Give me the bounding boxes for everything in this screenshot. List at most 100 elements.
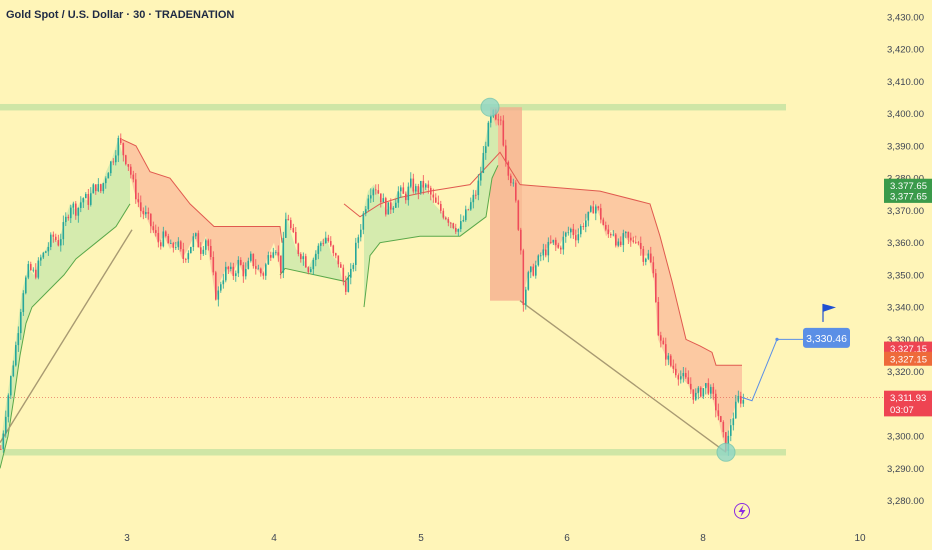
price-label-box (884, 390, 932, 405)
candle (47, 247, 50, 252)
candle (177, 241, 180, 248)
candle (342, 267, 345, 282)
supply-zone (0, 103, 786, 111)
y-tick-label: 3,330.00 (887, 335, 924, 346)
y-tick-label: 3,360.00 (887, 238, 924, 249)
candle (57, 240, 60, 246)
y-tick-label: 3,280.00 (887, 496, 924, 507)
candle (332, 245, 335, 254)
candle (222, 280, 225, 285)
candle (312, 259, 315, 270)
candle (155, 230, 157, 233)
candle (265, 264, 267, 276)
downtrend-line-3 (519, 184, 742, 366)
candle (737, 395, 740, 402)
candle (35, 269, 37, 278)
candle (655, 273, 657, 302)
candle (275, 252, 277, 254)
trend-line-2 (519, 300, 727, 453)
candle (405, 193, 407, 201)
projection-path (741, 338, 806, 402)
candle (695, 392, 697, 400)
candle (562, 236, 565, 250)
candle (612, 234, 615, 236)
candle (485, 146, 487, 153)
candle (317, 245, 320, 254)
candle (362, 213, 365, 230)
candle (432, 194, 435, 198)
candle (17, 333, 20, 346)
candle (627, 231, 630, 238)
candle (117, 137, 120, 156)
candle (702, 388, 705, 397)
price-label: 3,377.65 (890, 191, 927, 202)
demand-zone (0, 449, 786, 456)
candle (0, 449, 2, 450)
downtrend-line-1 (121, 138, 283, 243)
candle (440, 204, 442, 211)
candle (360, 229, 362, 238)
price-label-box (884, 351, 932, 366)
candle (690, 383, 692, 390)
candle (472, 194, 475, 203)
candle (102, 183, 105, 192)
candle (125, 155, 127, 165)
candle (217, 290, 220, 300)
target-label: 3,330.46 (806, 333, 847, 345)
candle (660, 335, 662, 341)
candle (132, 174, 135, 180)
candle (460, 221, 462, 230)
y-tick-label: 3,320.00 (887, 367, 924, 378)
candle (625, 231, 627, 234)
candle (105, 178, 107, 184)
target-label-box (803, 327, 850, 348)
candle (365, 209, 367, 214)
candle (270, 255, 272, 258)
candle (642, 248, 645, 262)
candle (630, 237, 632, 241)
candle (697, 387, 700, 393)
candle (730, 425, 732, 436)
candle (192, 236, 195, 247)
candle (742, 400, 745, 404)
candle (272, 252, 275, 258)
lightning-icon (738, 505, 746, 517)
candle (130, 166, 132, 175)
candle (240, 259, 242, 265)
candle (95, 184, 97, 192)
candle (135, 179, 137, 200)
candle (137, 199, 140, 203)
candle (22, 293, 25, 313)
candle (417, 186, 420, 193)
candle (532, 266, 535, 276)
candle (465, 209, 467, 221)
candle (205, 240, 207, 250)
candle (70, 207, 72, 219)
candle (617, 241, 620, 246)
candle (615, 234, 617, 246)
candle (247, 260, 250, 269)
candle (510, 175, 512, 184)
candle (662, 340, 665, 345)
price-label: 3,377.65 (890, 181, 927, 192)
candle (252, 253, 255, 267)
candle (610, 234, 612, 236)
candle (310, 269, 312, 272)
candle (520, 229, 522, 251)
candle (592, 206, 595, 214)
candle (147, 212, 150, 214)
candle (585, 220, 587, 227)
candle (382, 198, 385, 203)
candle (207, 240, 210, 246)
candle (250, 253, 252, 261)
candle (482, 152, 485, 174)
candle (700, 387, 702, 397)
candle (395, 202, 397, 208)
candle (335, 253, 337, 256)
candle (122, 143, 125, 156)
candle (632, 240, 635, 242)
candle (457, 229, 460, 232)
candle (50, 234, 52, 248)
candle (550, 241, 552, 243)
